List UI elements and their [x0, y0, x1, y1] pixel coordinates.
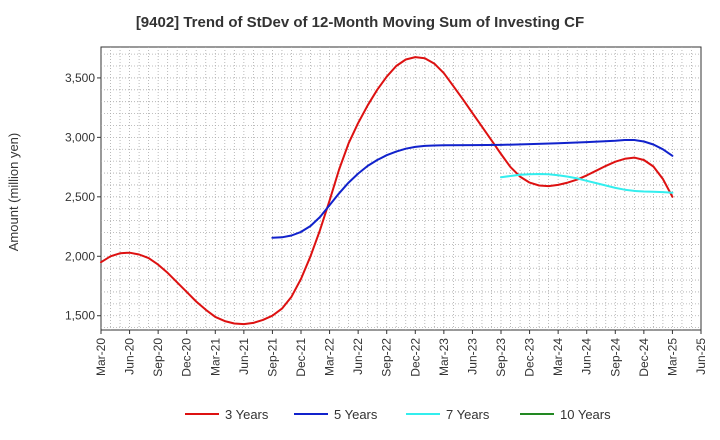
x-tick-label: Mar-23 — [437, 338, 451, 376]
x-tick-label: Dec-24 — [637, 338, 651, 377]
x-tick-label: Dec-22 — [408, 338, 422, 377]
x-tick-label: Mar-22 — [323, 338, 337, 376]
x-tick-label: Jun-25 — [694, 338, 708, 375]
x-tick-label: Jun-23 — [465, 338, 479, 375]
x-tick-label: Jun-20 — [123, 338, 137, 375]
y-tick-label: 2,000 — [65, 249, 95, 263]
grid-lines — [101, 47, 701, 330]
x-tick-label: Jun-21 — [237, 338, 251, 375]
chart-title: [9402] Trend of StDev of 12-Month Moving… — [136, 14, 584, 31]
x-tick-label: Sep-22 — [380, 338, 394, 377]
y-axis-label: Amount (million yen) — [6, 133, 21, 252]
x-tick-label: Sep-24 — [608, 338, 622, 377]
y-tick-label: 1,500 — [65, 309, 95, 323]
series-line-7-years — [500, 173, 674, 194]
legend-label-7-years: 7 Years — [446, 407, 490, 422]
plot-frame — [100, 46, 702, 331]
legend-label-3-years: 3 Years — [225, 407, 269, 422]
x-tick-label: Mar-25 — [665, 338, 679, 376]
x-tick-label: Mar-24 — [551, 338, 565, 376]
legend-label-10-years: 10 Years — [560, 407, 611, 422]
x-tick-label: Sep-20 — [151, 338, 165, 377]
legend-label-5-years: 5 Years — [334, 407, 378, 422]
x-tick-label: Dec-23 — [523, 338, 537, 377]
x-axis-ticks: Mar-20 Jun-20 Sep-20 Dec-20 Mar-21 Jun-21 Sep-… — [94, 330, 708, 377]
x-tick-label: Jun-22 — [351, 338, 365, 375]
x-tick-label: Mar-20 — [94, 338, 108, 376]
series-line-3-years — [100, 56, 674, 326]
x-tick-label: Sep-21 — [265, 338, 279, 377]
series-layer — [100, 56, 674, 326]
x-tick-label: Mar-21 — [208, 338, 222, 376]
x-tick-label: Jun-24 — [580, 338, 594, 375]
legend: 3 Years 5 Years 7 Years 10 Years — [185, 407, 611, 422]
y-tick-label: 3,500 — [65, 71, 95, 85]
y-axis-ticks: 1,500 2,000 2,500 3,000 3,500 — [65, 71, 101, 323]
series-line-5-years — [271, 139, 674, 239]
x-tick-label: Dec-21 — [294, 338, 308, 377]
y-tick-label: 3,000 — [65, 130, 95, 144]
y-tick-label: 2,500 — [65, 190, 95, 204]
x-tick-label: Dec-20 — [180, 338, 194, 377]
x-tick-label: Sep-23 — [494, 338, 508, 377]
plot-area — [100, 46, 702, 331]
